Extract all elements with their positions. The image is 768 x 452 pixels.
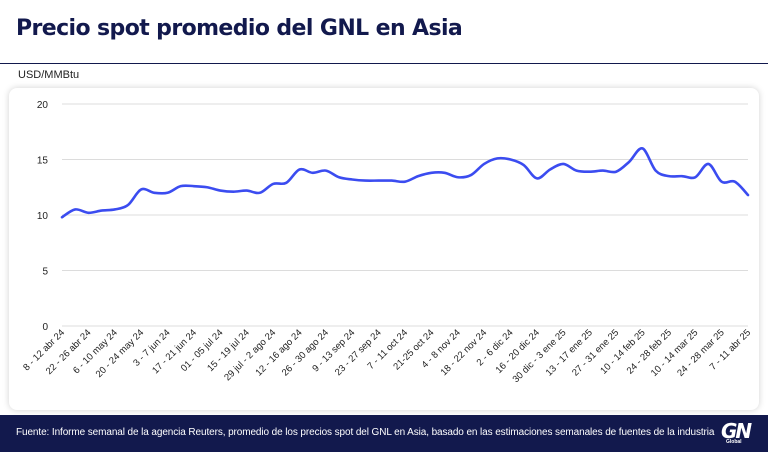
chart-card [9, 88, 759, 410]
y-tick-label: 5 [42, 267, 48, 278]
data-point [336, 174, 342, 180]
data-point [376, 178, 382, 184]
y-axis-unit-label: USD/MMBtu [18, 69, 80, 81]
data-point [587, 169, 593, 175]
data-point [666, 173, 672, 179]
data-point [494, 155, 500, 161]
data-point [679, 173, 685, 179]
title-divider [0, 63, 768, 64]
data-point [165, 190, 171, 196]
data-point [626, 159, 632, 165]
data-point [296, 166, 302, 172]
data-point [534, 175, 540, 181]
data-point [600, 168, 606, 174]
data-point [138, 186, 144, 192]
y-axis-ticks: 0 5 10 15 20 [37, 100, 49, 333]
data-point [692, 174, 698, 180]
data-point [560, 161, 566, 167]
data-point [442, 170, 448, 176]
data-point [574, 168, 580, 174]
series-layer [59, 145, 751, 220]
data-point [204, 184, 210, 190]
data-point [85, 210, 91, 216]
data-point [217, 188, 223, 194]
data-point [481, 161, 487, 167]
data-point [732, 179, 738, 185]
data-point [639, 145, 645, 151]
data-point [415, 173, 421, 179]
y-tick-label: 10 [37, 211, 49, 222]
data-point [349, 176, 355, 182]
data-point [270, 181, 276, 187]
data-point [125, 202, 131, 208]
data-point [362, 178, 368, 184]
data-point [178, 183, 184, 189]
data-point [547, 166, 553, 172]
logo-mark: GN [721, 419, 752, 443]
data-point [468, 172, 474, 178]
data-point [508, 157, 514, 163]
data-point [191, 183, 197, 189]
data-point [72, 206, 78, 212]
data-point [653, 168, 659, 174]
gridlines [62, 103, 748, 327]
data-point [745, 192, 751, 198]
y-tick-label: 15 [37, 156, 49, 167]
data-point [283, 180, 289, 186]
data-point [151, 190, 157, 196]
data-point [323, 168, 329, 174]
y-tick-label: 0 [42, 322, 48, 333]
chart-title: Precio spot promedio del GNL en Asia [16, 16, 463, 41]
data-point [455, 174, 461, 180]
data-point [257, 190, 263, 196]
data-point [613, 169, 619, 175]
brand-logo: GN Global [721, 419, 752, 448]
data-point [521, 162, 527, 168]
data-point [402, 179, 408, 185]
data-point [112, 206, 118, 212]
data-point [705, 161, 711, 167]
data-point [244, 188, 250, 194]
series-line [60, 147, 750, 219]
data-point [99, 208, 105, 214]
logo-subtext: Global [726, 439, 742, 445]
footer-bar: Fuente: Informe semanal de la agencia Re… [0, 415, 768, 452]
source-note: Fuente: Informe semanal de la agencia Re… [16, 427, 715, 438]
data-point [389, 178, 395, 184]
y-tick-label: 20 [37, 100, 49, 111]
data-point [59, 214, 65, 220]
data-point [310, 170, 316, 176]
data-point [428, 170, 434, 176]
data-point [719, 179, 725, 185]
data-point [231, 189, 237, 195]
